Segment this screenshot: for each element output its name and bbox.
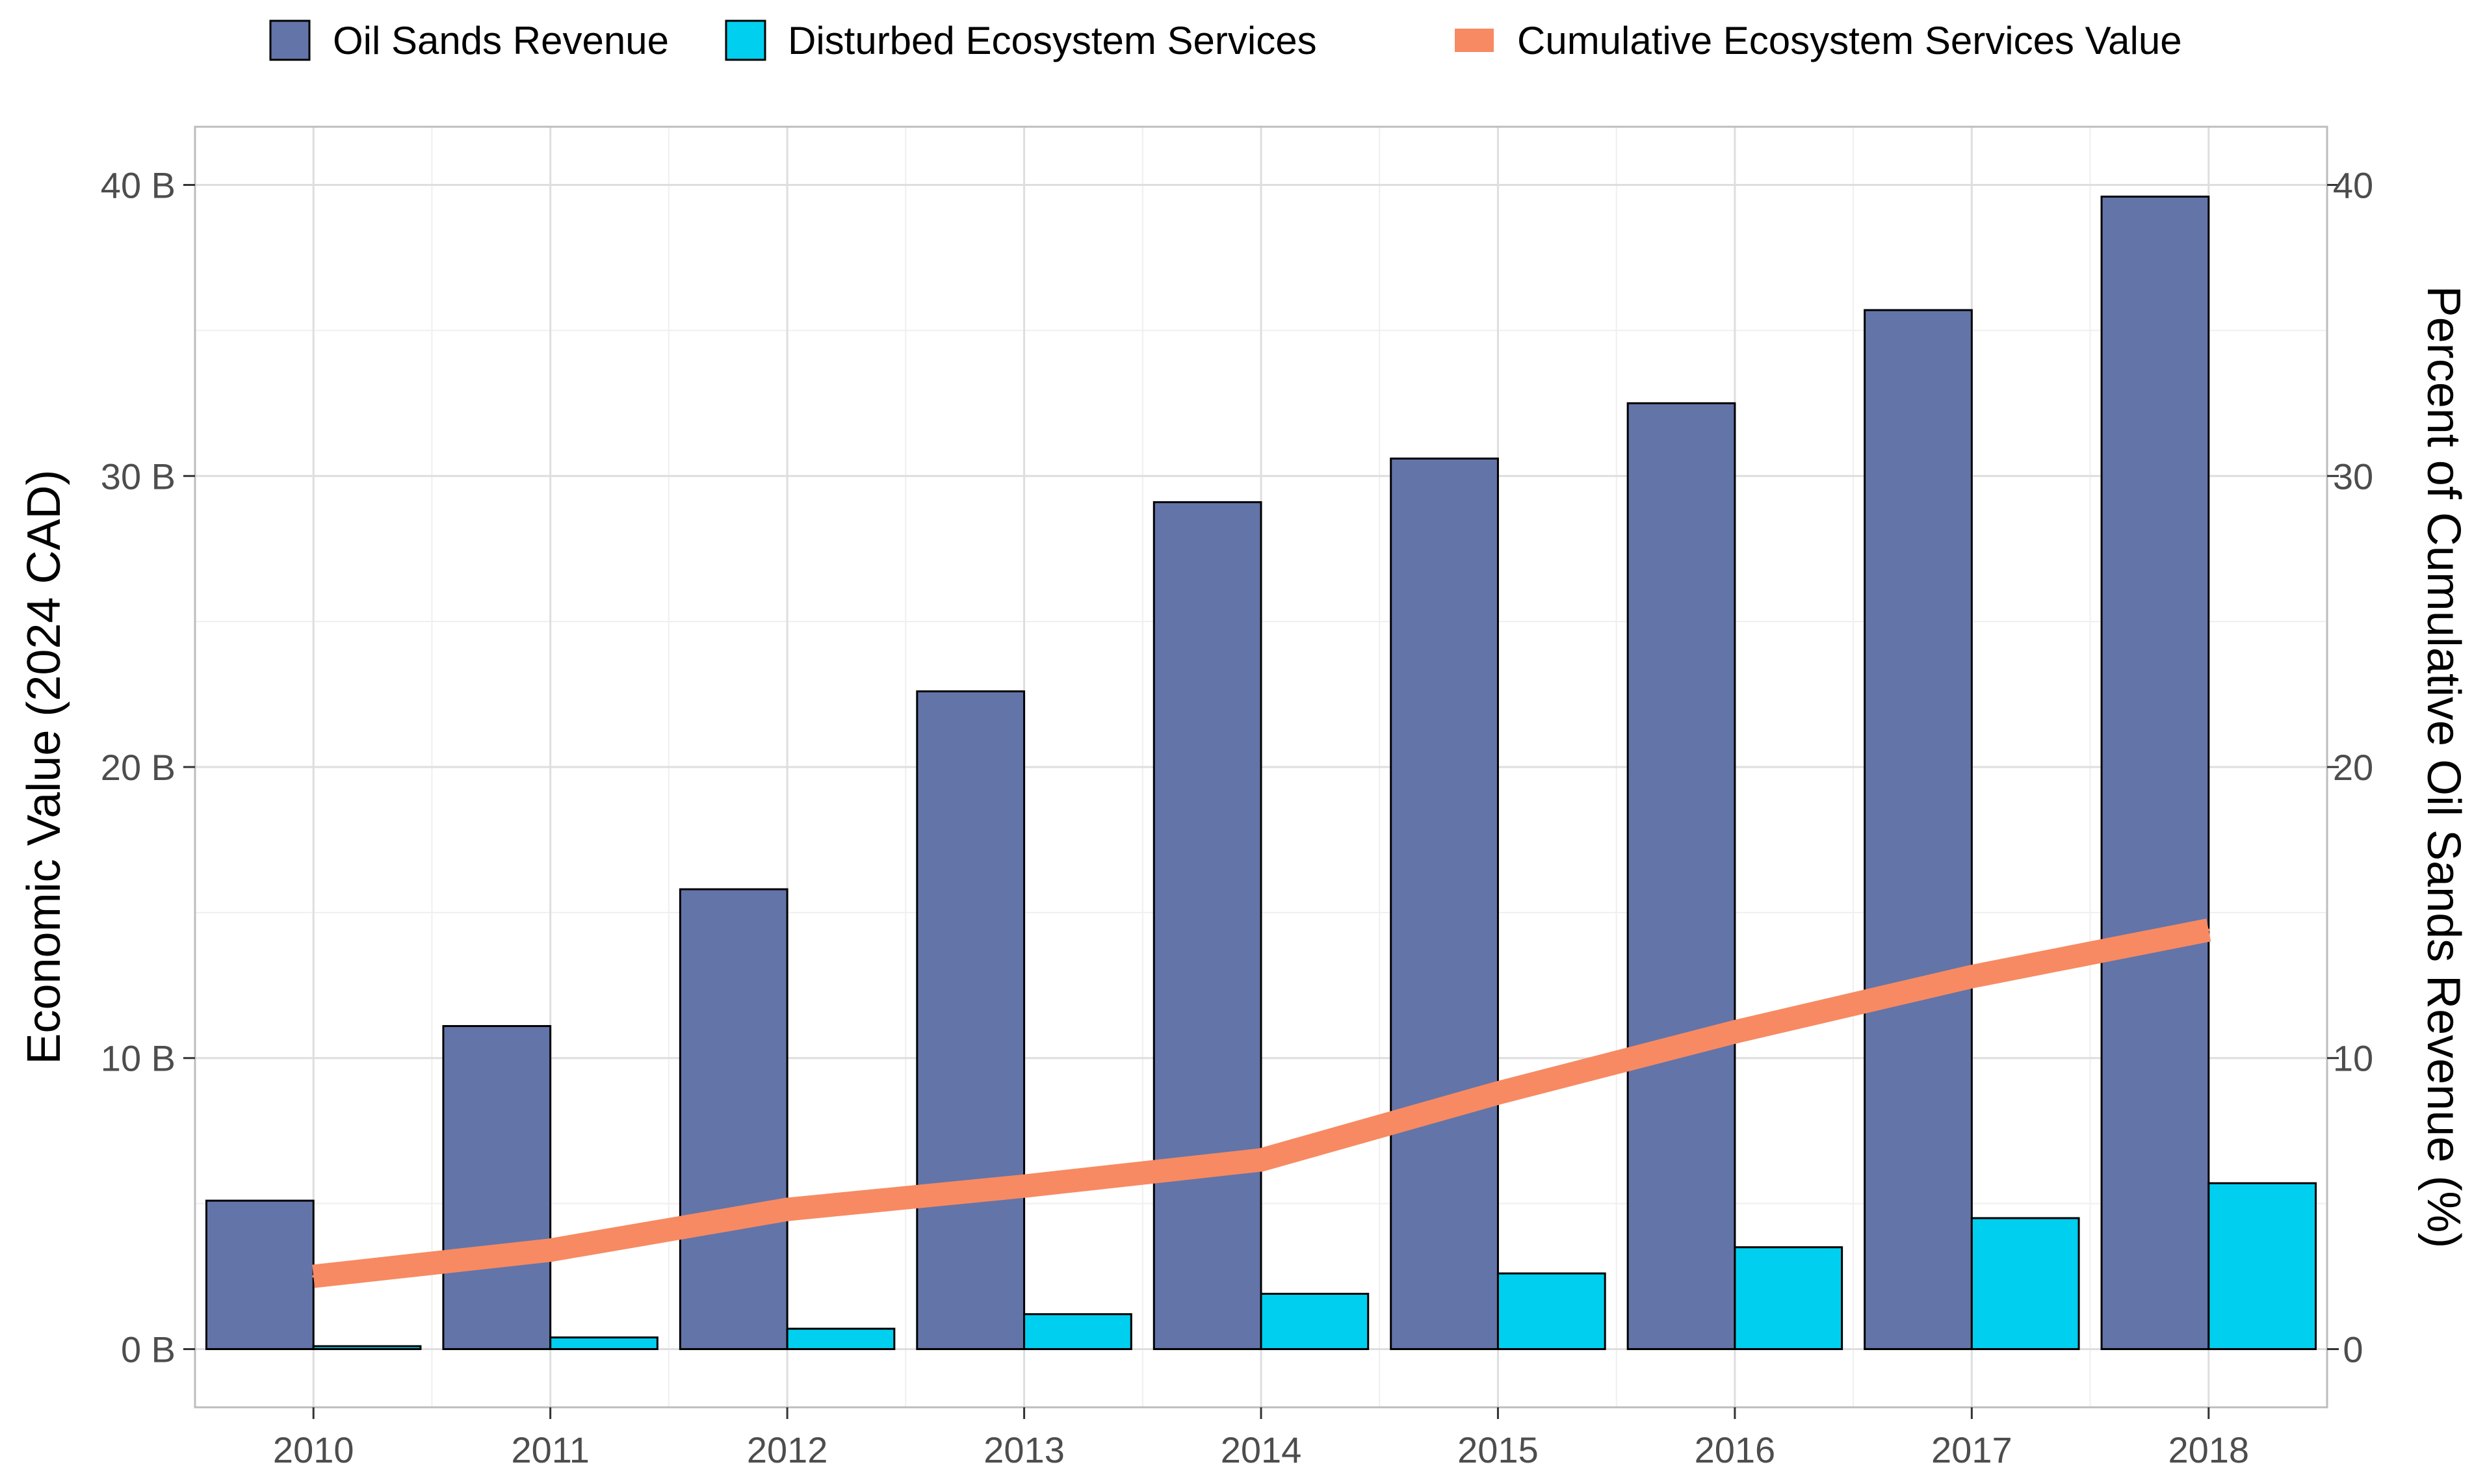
point-cumulative-ecosystem-services-value-2014 [1260,1158,1262,1162]
y2-tick-label: 30 [2333,456,2373,497]
bar-oil-sands-revenue-2014 [1152,501,1262,1350]
bar-disturbed-ecosystem-services-2012 [786,1327,896,1350]
y-tick-label: 10 B [101,1038,176,1079]
y2-tick-label: 20 [2333,747,2373,788]
x-tick-label-2012: 2012 [747,1429,828,1470]
point-cumulative-ecosystem-services-value-2013 [1022,1184,1026,1188]
line-series [312,918,2211,1288]
x-tick-label-2017: 2017 [1931,1429,2012,1470]
legend-swatch-disturbed-ecosystem-services [725,20,766,61]
y2-axis-title: Percent of Cumulative Oil Sands Revenue … [2417,286,2469,1249]
legend-label-oil-sands-revenue: Oil Sands Revenue [333,19,669,62]
bar-oil-sands-revenue-2013 [916,690,1026,1350]
bar-oil-sands-revenue-2018 [2100,195,2210,1350]
bar-oil-sands-revenue-2011 [442,1024,552,1350]
bar-disturbed-ecosystem-services-2017 [1970,1217,2080,1350]
y-axis-title: Economic Value (2024 CAD) [18,469,70,1064]
point-cumulative-ecosystem-services-value-2015 [1496,1091,1500,1095]
bar-disturbed-ecosystem-services-2010 [312,1345,422,1350]
x-tick-label-2018: 2018 [2168,1429,2249,1470]
x-tick-label-2016: 2016 [1695,1429,1776,1470]
legend-item-cumulative-ecosystem-services-value: Cumulative Ecosystem Services Value [1455,19,2182,62]
legend-swatch-cumulative-ecosystem-services-value [1455,29,1494,52]
bar-oil-sands-revenue-2015 [1390,457,1499,1350]
x-tick-label-2013: 2013 [983,1429,1065,1470]
legend-label-cumulative-ecosystem-services-value: Cumulative Ecosystem Services Value [1517,19,2182,62]
y-tick-label: 30 B [101,456,176,497]
bar-oil-sands-revenue-2010 [205,1199,315,1350]
bar-oil-sands-revenue-2017 [1864,309,1973,1350]
legend: Oil Sands Revenue Disturbed Ecosystem Se… [269,19,2182,62]
y-tick-label: 40 B [101,165,176,206]
bar-disturbed-ecosystem-services-2015 [1496,1272,1606,1350]
y2-tick-label: 0 [2343,1329,2363,1370]
x-tick-label-2014: 2014 [1221,1429,1302,1470]
y2-tick-label: 10 [2333,1038,2373,1079]
point-cumulative-ecosystem-services-value-2012 [786,1208,789,1211]
y-tick-label: 20 B [101,747,176,788]
bar-disturbed-ecosystem-services-2011 [549,1336,658,1350]
point-cumulative-ecosystem-services-value-2018 [2207,928,2210,931]
point-cumulative-ecosystem-services-value-2016 [1733,1030,1736,1034]
bars [205,195,2317,1350]
bar-disturbed-ecosystem-services-2016 [1734,1246,1843,1350]
point-cumulative-ecosystem-services-value-2011 [549,1249,552,1252]
legend-swatch-oil-sands-revenue [269,20,311,61]
legend-item-oil-sands-revenue: Oil Sands Revenue [269,19,669,62]
legend-item-disturbed-ecosystem-services: Disturbed Ecosystem Services [725,19,1317,62]
ticks: 0 B 10 B 20 B 30 B 40 B 0 10 20 30 40 2010 2011 2012… [101,165,2373,1470]
point-cumulative-ecosystem-services-value-2017 [1970,975,1973,978]
bar-oil-sands-revenue-2016 [1626,402,1736,1350]
bar-disturbed-ecosystem-services-2014 [1260,1292,1370,1350]
bar-disturbed-ecosystem-services-2013 [1023,1313,1132,1350]
x-tick-label-2010: 2010 [273,1429,354,1470]
x-tick-label-2015: 2015 [1457,1429,1539,1470]
y-tick-label: 0 B [121,1329,176,1370]
bar-oil-sands-revenue-2012 [679,888,788,1350]
point-cumulative-ecosystem-services-value-2010 [312,1275,315,1278]
x-tick-label-2011: 2011 [511,1429,589,1470]
y2-tick-label: 40 [2333,165,2373,206]
bar-disturbed-ecosystem-services-2018 [2207,1182,2317,1350]
legend-label-disturbed-ecosystem-services: Disturbed Ecosystem Services [788,19,1317,62]
